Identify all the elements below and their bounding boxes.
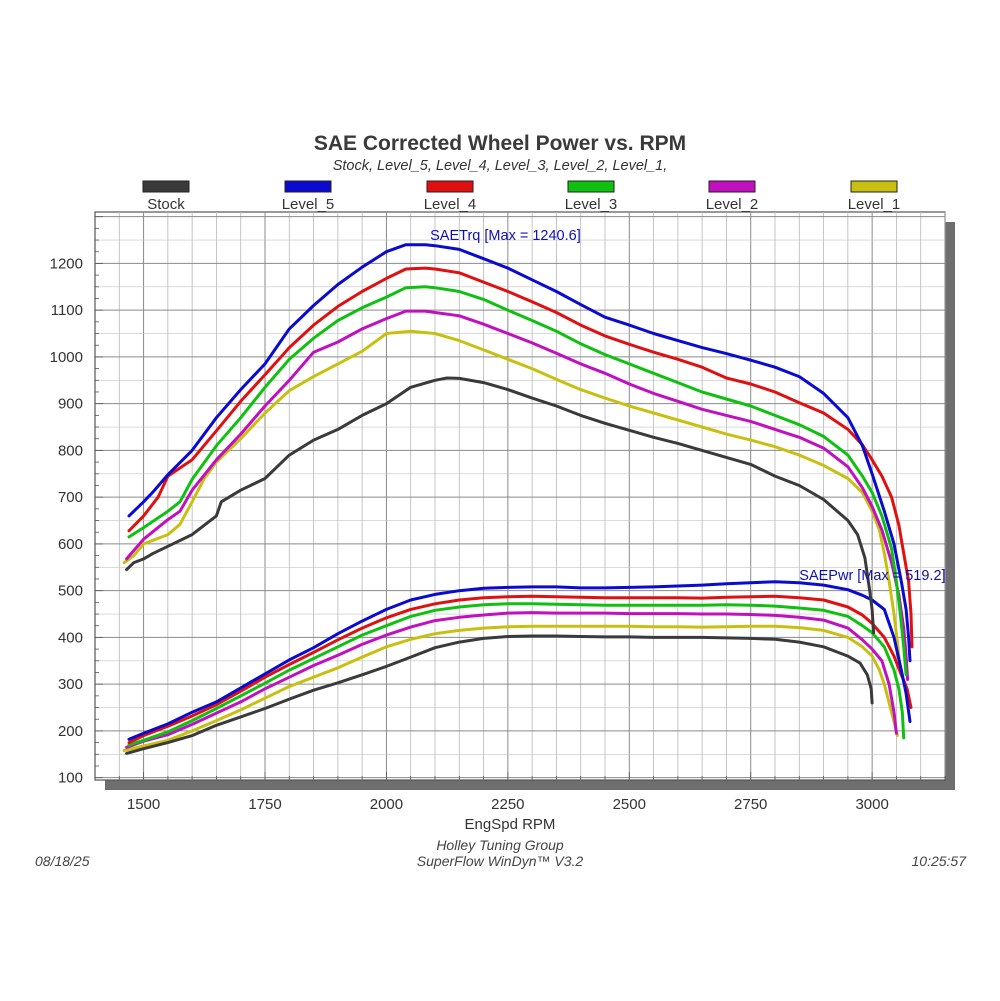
legend-swatch-level_4: [426, 180, 474, 193]
level_5-power-line: [127, 580, 912, 741]
y-tick-label: 600: [58, 536, 83, 553]
y-tick-label: 400: [58, 629, 83, 646]
legend: Stock Level_5 Level_4 Level_3 Level_2 Level_1: [142, 180, 901, 213]
power-max-annotation: SAEPwr [Max = 519.2]: [799, 568, 945, 584]
y-tick-label: 1100: [51, 302, 83, 319]
level_2-torque-line: [125, 309, 910, 681]
footer-software: SuperFlow WinDyn™ V3.2: [417, 853, 584, 869]
x-tick-label: 1750: [248, 796, 281, 813]
chart-subtitle: Stock, Level_5, Level_4, Level_3, Level_…: [333, 158, 668, 174]
stock-torque-line: [125, 376, 876, 635]
x-tick-label: 2750: [734, 796, 767, 813]
legend-label-stock: Stock: [147, 196, 185, 213]
x-tick-label: 2500: [613, 796, 646, 813]
x-axis: 1500 1750 2000 2250 2500 2750 3000: [118, 772, 946, 813]
x-tick-label: 2250: [491, 796, 524, 813]
level_5-torque-line: [127, 243, 912, 663]
legend-label-level_5: Level_5: [282, 196, 335, 213]
chart-title: SAE Corrected Wheel Power vs. RPM: [314, 132, 686, 155]
annotations: SAETrq [Max = 1240.6] SAEPwr [Max = 519.2…: [430, 228, 945, 584]
level_3-torque-line: [127, 285, 908, 677]
level_2-power-line: [125, 611, 898, 749]
level_1-torque-line: [122, 329, 902, 672]
x-axis-label: EngSpd RPM: [465, 816, 556, 833]
legend-swatch-level_5: [284, 180, 332, 193]
level_4-power-line: [127, 594, 913, 745]
plot-area: [94, 211, 946, 781]
level_1-power-line: [122, 624, 899, 752]
y-tick-label: 700: [58, 489, 83, 506]
footer-group: Holley Tuning Group: [436, 837, 564, 853]
y-tick-label: 1200: [50, 255, 83, 272]
x-tick-label: 1500: [127, 796, 160, 813]
stock-power-line: [125, 634, 874, 755]
legend-label-level_3: Level_3: [565, 196, 618, 213]
legend-label-level_1: Level_1: [848, 196, 901, 213]
torque-max-annotation: SAETrq [Max = 1240.6]: [430, 228, 581, 244]
series-curves: [122, 243, 914, 755]
y-tick-label: 900: [58, 396, 83, 413]
legend-swatch-level_1: [850, 180, 898, 193]
level_4-torque-line: [127, 266, 914, 649]
y-tick-label: 800: [58, 442, 83, 459]
y-tick-label: 200: [58, 723, 83, 740]
y-tick-label: 100: [58, 770, 83, 787]
y-tick-label: 500: [58, 583, 83, 600]
legend-swatch-stock: [142, 180, 190, 193]
y-tick-label: 1000: [50, 349, 83, 366]
footer-time: 10:25:57: [912, 853, 968, 869]
footer-date: 08/18/25: [35, 853, 90, 869]
y-tick-label: 300: [58, 676, 83, 693]
x-tick-label: 2000: [370, 796, 403, 813]
legend-label-level_4: Level_4: [424, 196, 477, 213]
legend-label-level_2: Level_2: [706, 196, 759, 213]
legend-swatch-level_3: [567, 180, 615, 193]
y-axis: 100 200 300 400 500 600 700 800 900 1000 1100 1200: [50, 216, 103, 787]
legend-swatch-level_2: [708, 180, 756, 193]
level_3-power-line: [127, 602, 906, 747]
x-tick-label: 3000: [855, 796, 888, 813]
